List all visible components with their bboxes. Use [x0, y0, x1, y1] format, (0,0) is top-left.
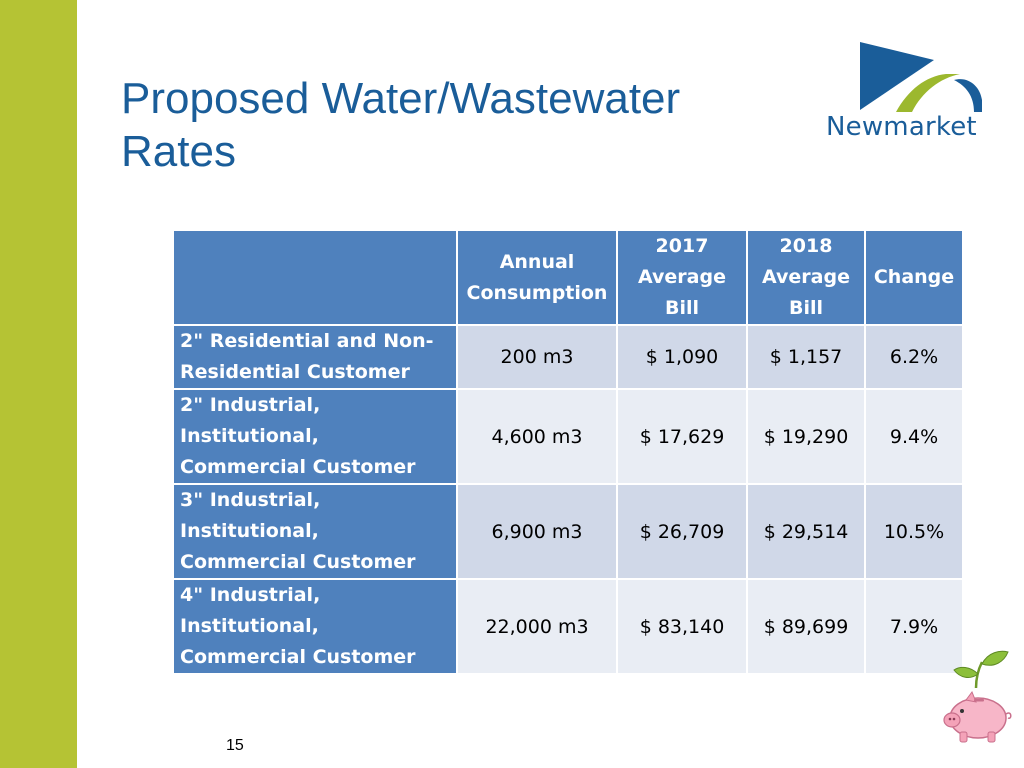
header-customer	[172, 229, 458, 326]
newmarket-logo-icon	[860, 42, 982, 112]
rates-table: Annual Consumption 2017 Average Bill 201…	[172, 229, 964, 675]
slide-title-line-1: Proposed Water/Wastewater	[121, 74, 681, 123]
table-header-row: Annual Consumption 2017 Average Bill 201…	[172, 229, 964, 326]
row-change: 10.5%	[864, 483, 964, 580]
row-2017-bill: $ 83,140	[616, 578, 748, 675]
row-annual-consumption: 4,600 m3	[456, 388, 618, 485]
row-annual-consumption: 22,000 m3	[456, 578, 618, 675]
piggy-bank-sprout-icon	[943, 650, 1012, 743]
row-customer-type: 4" Industrial, Institutional, Commercial…	[172, 578, 458, 675]
row-change: 7.9%	[864, 578, 964, 675]
newmarket-logo: Newmarket	[826, 40, 986, 150]
row-change: 6.2%	[864, 324, 964, 390]
row-annual-consumption: 6,900 m3	[456, 483, 618, 580]
header-change: Change	[864, 229, 964, 326]
row-customer-type: 2" Industrial, Institutional, Commercial…	[172, 388, 458, 485]
accent-side-bar	[0, 0, 77, 768]
row-2018-bill: $ 1,157	[746, 324, 866, 390]
row-customer-type: 2" Residential and Non-Residential Custo…	[172, 324, 458, 390]
header-2018-average-bill: 2018 Average Bill	[746, 229, 866, 326]
row-2018-bill: $ 29,514	[746, 483, 866, 580]
table-row: 2" Industrial, Institutional, Commercial…	[172, 388, 964, 485]
row-2017-bill: $ 1,090	[616, 324, 748, 390]
header-2017-average-bill: 2017 Average Bill	[616, 229, 748, 326]
row-customer-type: 3" Industrial, Institutional, Commercial…	[172, 483, 458, 580]
table-row: 4" Industrial, Institutional, Commercial…	[172, 578, 964, 675]
row-2018-bill: $ 19,290	[746, 388, 866, 485]
header-annual-consumption: Annual Consumption	[456, 229, 618, 326]
slide-title: Proposed Water/Wastewater Rates	[121, 72, 821, 178]
slide-title-line-2: Rates	[121, 127, 236, 176]
page-number: 15	[226, 737, 244, 754]
row-2018-bill: $ 89,699	[746, 578, 866, 675]
row-2017-bill: $ 17,629	[616, 388, 748, 485]
table-row: 2" Residential and Non-Residential Custo…	[172, 324, 964, 390]
row-annual-consumption: 200 m3	[456, 324, 618, 390]
row-change: 9.4%	[864, 388, 964, 485]
logo-text: Newmarket	[826, 112, 977, 142]
row-2017-bill: $ 26,709	[616, 483, 748, 580]
table-row: 3" Industrial, Institutional, Commercial…	[172, 483, 964, 580]
